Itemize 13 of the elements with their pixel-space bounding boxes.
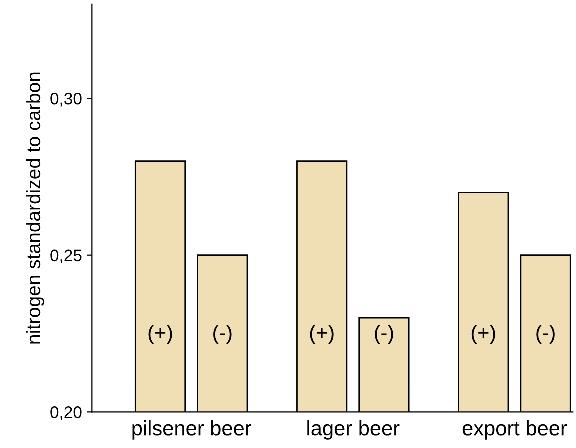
x-tick-label: lager beer bbox=[308, 420, 400, 440]
text: (-) bbox=[536, 324, 555, 344]
y-tick-label: 0,25 bbox=[50, 250, 82, 264]
series-label: (+) bbox=[148, 324, 172, 344]
text: (-) bbox=[214, 324, 232, 344]
x-tick-label: pilsener beer bbox=[132, 420, 252, 440]
y-tick-label: 0,30 bbox=[50, 92, 82, 107]
text: (+) bbox=[472, 324, 496, 344]
y-axis-title: nitrogen standardized to carbon bbox=[26, 72, 44, 344]
text: (+) bbox=[310, 324, 334, 344]
series-label: (-) bbox=[375, 324, 394, 344]
x-tick-label: export beer bbox=[462, 420, 568, 440]
y-tick-label: 0,20 bbox=[50, 406, 82, 420]
